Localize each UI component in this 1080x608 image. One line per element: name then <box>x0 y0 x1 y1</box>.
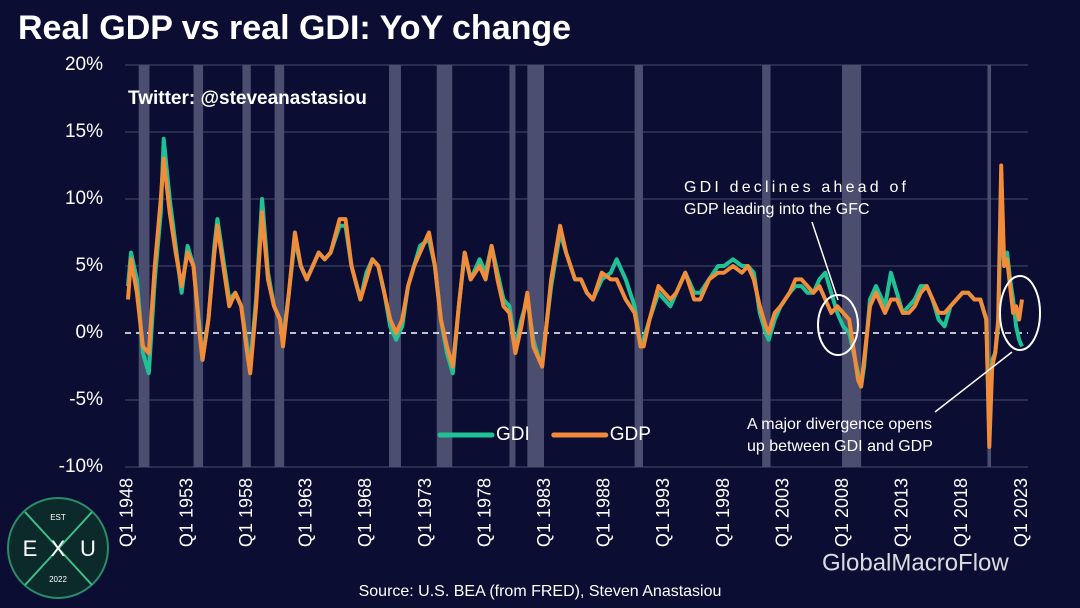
y-tick-label: -5% <box>69 389 103 410</box>
series-line <box>126 156 1024 449</box>
y-tick-label: 15% <box>65 121 103 142</box>
annotation: GDP leading into the GFC <box>684 201 870 218</box>
x-tick-label: Q1 1958 <box>236 478 256 547</box>
annotation: A major divergence opens <box>747 416 932 433</box>
x-tick-label: Q1 1973 <box>415 478 435 547</box>
x-tick-label: Q1 2023 <box>1011 478 1031 547</box>
logo-text: E <box>23 536 38 561</box>
logo-text: 2022 <box>49 575 67 584</box>
x-tick-label: Q1 1963 <box>296 478 316 547</box>
legend-label: GDP <box>610 424 651 445</box>
x-tick-label: Q1 1993 <box>653 478 673 547</box>
line-layer <box>126 136 1024 449</box>
x-tick-label: Q1 2013 <box>892 478 912 547</box>
y-tick-label: 5% <box>76 255 104 276</box>
annotation-arrow <box>811 221 839 301</box>
logo: EST E X U 2022 <box>7 497 109 599</box>
x-tick-label: Q1 2008 <box>832 478 852 547</box>
x-tick-label: Q1 1978 <box>474 478 494 547</box>
annotation: GDI declines ahead of <box>684 179 907 196</box>
x-tick-label: Q1 1968 <box>355 478 375 547</box>
logo-text: X <box>51 536 66 561</box>
y-tick-label: -10% <box>59 456 103 477</box>
x-tick-label: Q1 1988 <box>594 478 614 547</box>
chart-title: Real GDP vs real GDI: YoY change <box>18 9 571 47</box>
annotation-circle <box>999 275 1041 351</box>
y-tick-label: 0% <box>76 322 104 343</box>
x-tick-label: Q1 2003 <box>772 478 792 547</box>
source: Source: U.S. BEA (from FRED), Steven Ana… <box>359 583 722 600</box>
annotation-arrow <box>934 351 1013 413</box>
grid-layer <box>125 64 1028 468</box>
y-tick-label: 10% <box>65 188 103 209</box>
x-tick-label: Q1 1948 <box>117 478 137 547</box>
y-tick-label: 20% <box>65 54 103 75</box>
annotation: up between GDI and GDP <box>747 438 933 455</box>
x-tick-label: Q1 1953 <box>176 478 196 547</box>
logo-text: EST <box>50 513 66 522</box>
logo-stroke <box>24 511 93 586</box>
legend-label: GDI <box>496 424 530 445</box>
annotation-circle <box>817 294 859 356</box>
watermark: GlobalMacroFlow <box>822 549 1009 576</box>
x-tick-label: Q1 1983 <box>534 478 554 547</box>
logo-text: U <box>80 536 96 561</box>
x-tick-label: Q1 1998 <box>713 478 733 547</box>
x-tick-label: Q1 2018 <box>951 478 971 547</box>
subtitle: Twitter: @steveanastasiou <box>128 88 367 109</box>
